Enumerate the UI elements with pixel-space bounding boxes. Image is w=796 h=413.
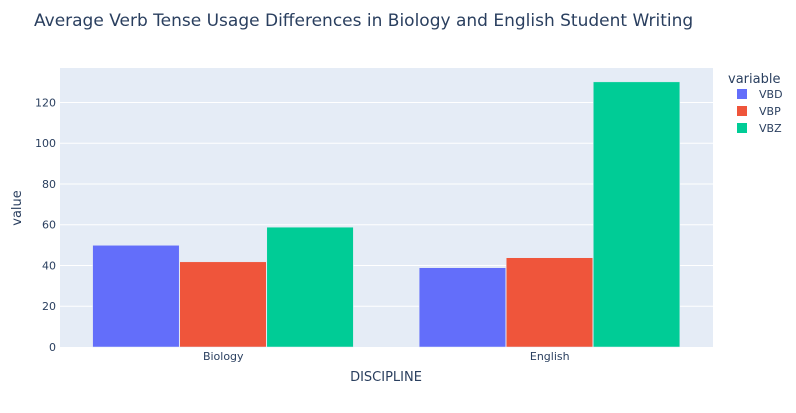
bar-vbd-english [418, 267, 506, 348]
y-axis-label: value [10, 190, 25, 226]
y-tick-label: 40 [42, 259, 56, 272]
bar-vbp-biology [179, 261, 267, 348]
x-tick-label: English [530, 350, 570, 363]
bar-vbp-english [505, 257, 594, 348]
legend-label-vbz: VBZ [759, 122, 782, 135]
legend-swatch-vbd [737, 89, 747, 99]
y-tick-label: 80 [42, 178, 56, 191]
bar-vbz-biology [266, 226, 354, 348]
bar-vbd-biology [92, 245, 180, 348]
x-axis-label: DISCIPLINE [350, 370, 422, 385]
y-tick-label: 0 [49, 341, 56, 354]
legend-swatch-vbp [737, 106, 747, 116]
y-tick-label: 60 [42, 219, 56, 232]
y-tick-label: 100 [35, 137, 56, 150]
legend-title: variable [728, 72, 780, 87]
x-tick-label: Biology [203, 350, 244, 363]
legend-label-vbd: VBD [759, 88, 783, 101]
chart-title: Average Verb Tense Usage Differences in … [34, 11, 693, 31]
bar-vbz-english [593, 81, 681, 348]
legend-label-vbp: VBP [759, 105, 781, 118]
y-tick-label: 120 [35, 96, 56, 109]
legend-swatch-vbz [737, 123, 747, 133]
legend: variable VBD VBP VBZ [728, 72, 783, 135]
y-tick-label: 20 [42, 300, 56, 313]
